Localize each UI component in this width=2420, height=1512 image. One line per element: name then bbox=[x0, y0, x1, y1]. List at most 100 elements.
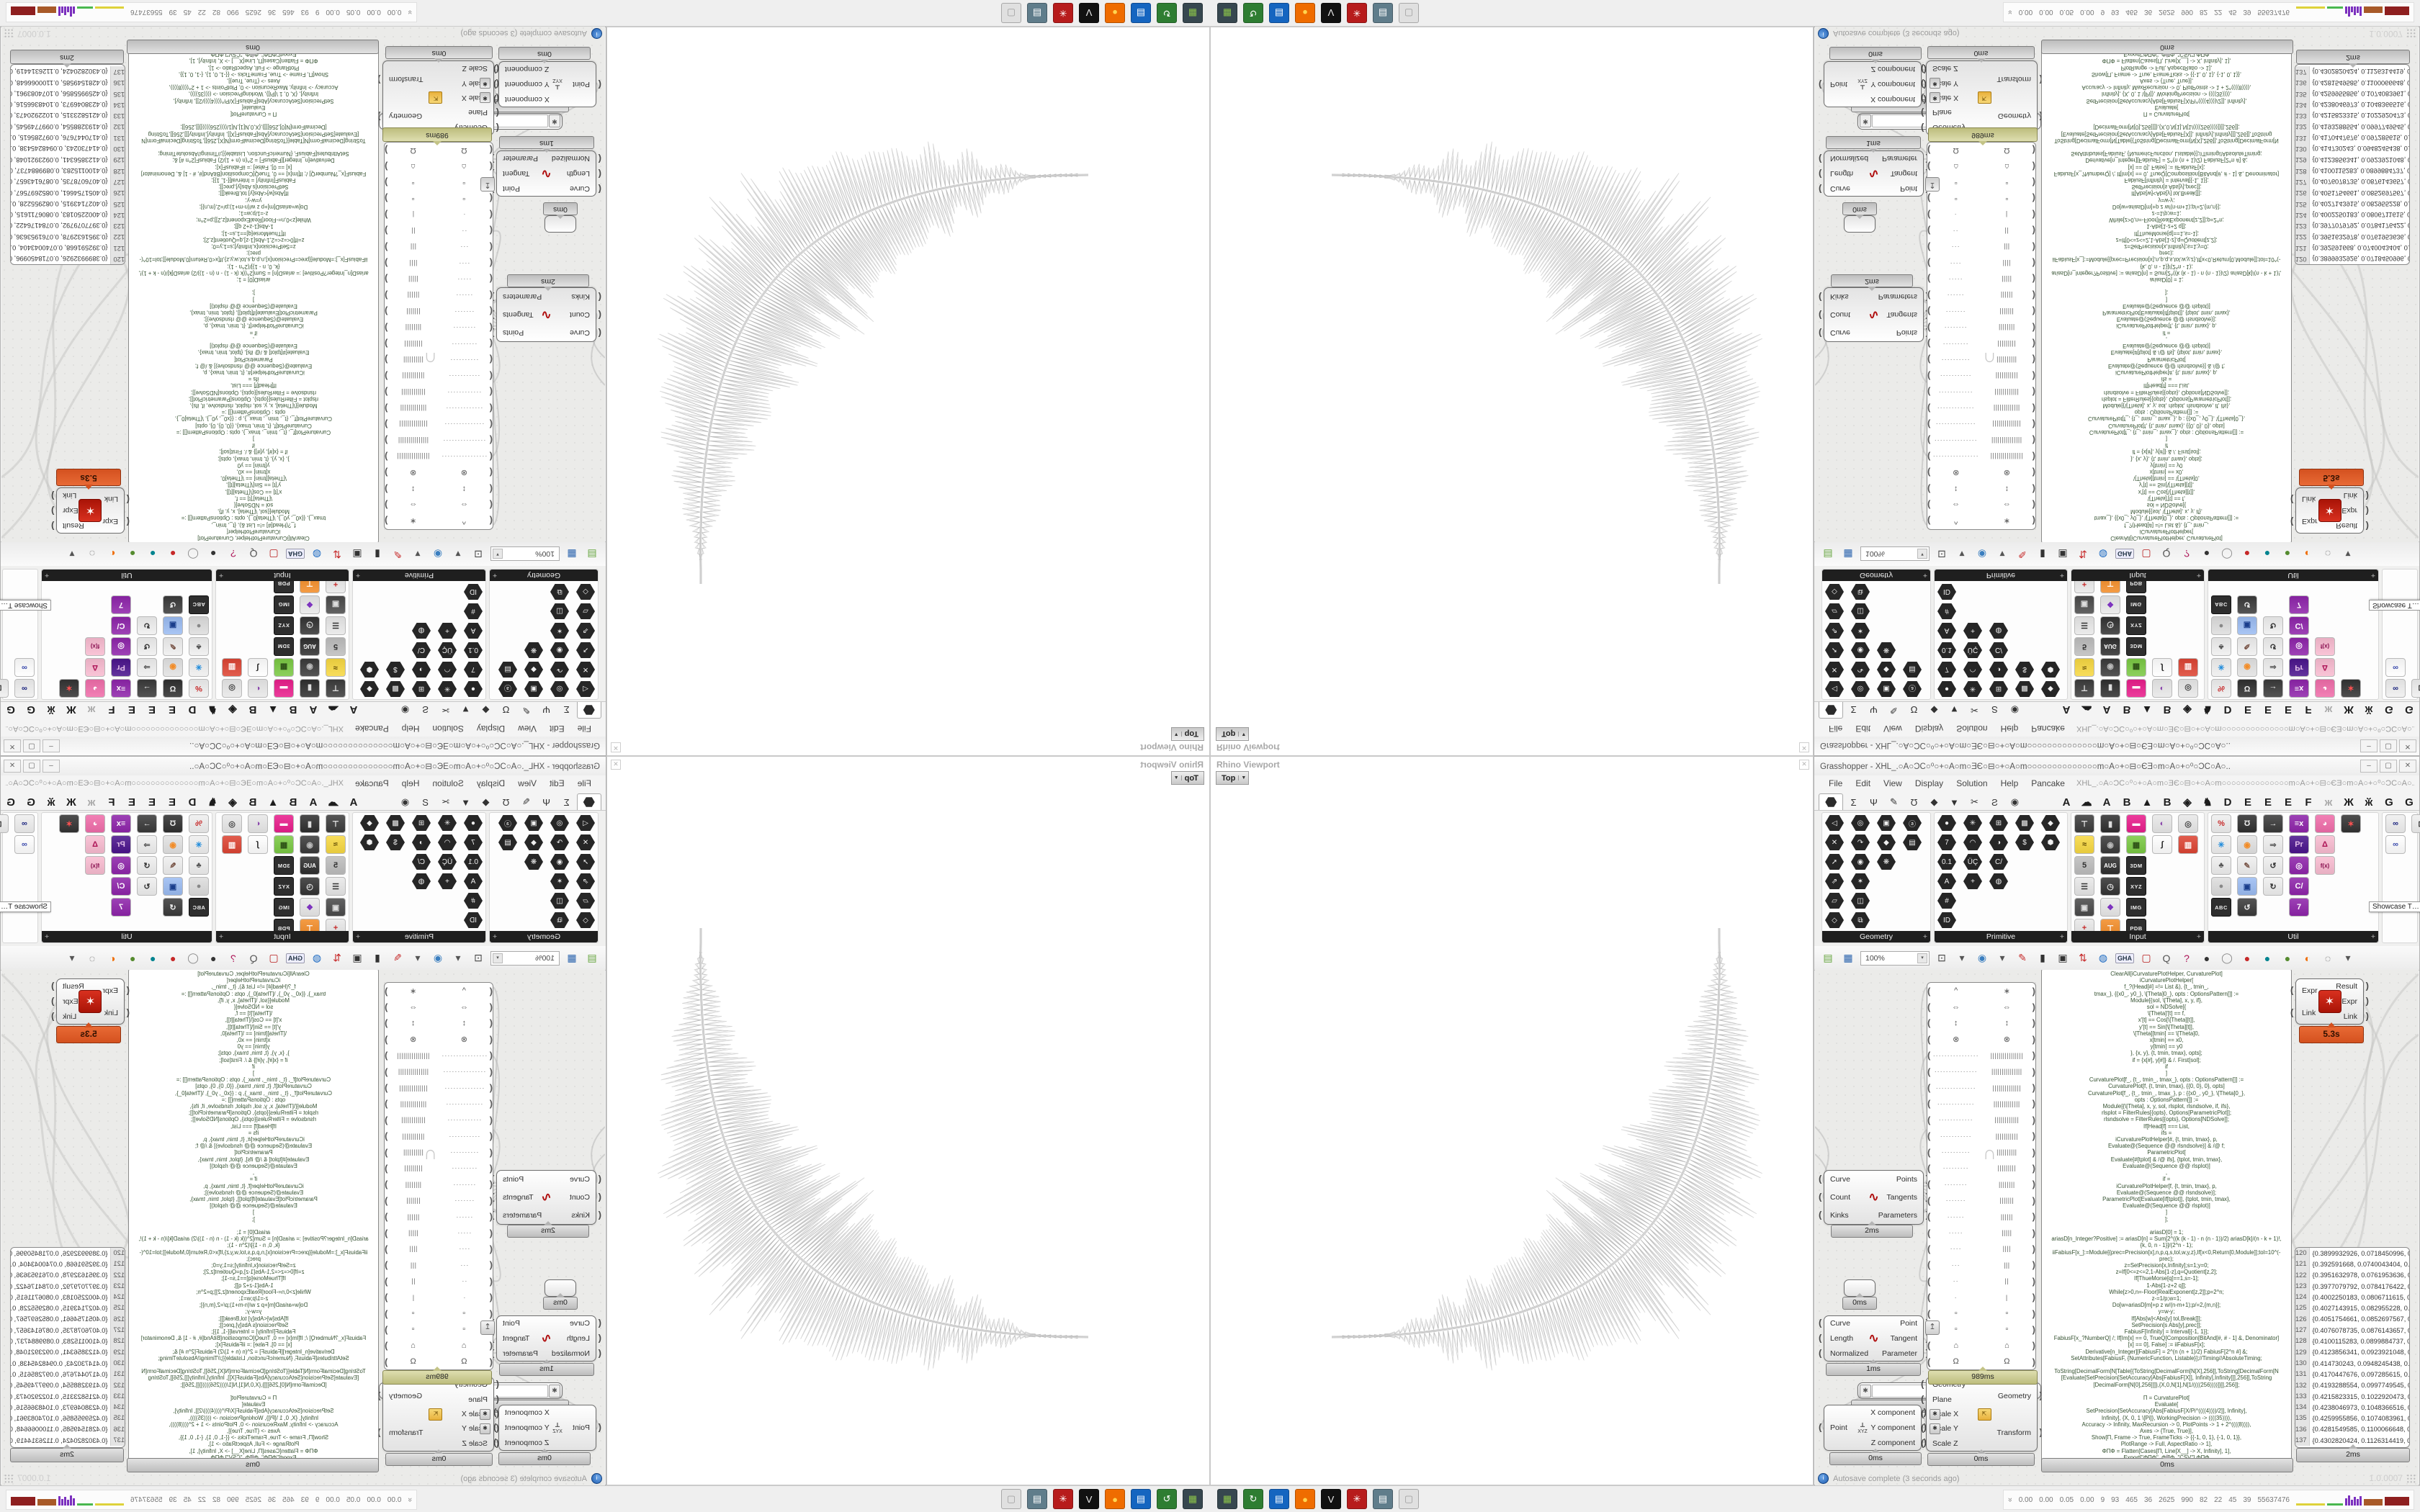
tab-grasshopper-icon[interactable]: ж bbox=[87, 796, 96, 809]
input-label[interactable]: Length bbox=[566, 1334, 590, 1343]
component-icon[interactable]: ◆ bbox=[1877, 661, 1896, 678]
wire-connector[interactable]: ) bbox=[1923, 1436, 1927, 1448]
param-stack-panel[interactable]: (^ ∗)(⇔ ⇔)(↕ ↕)(⊗ ⊗)(················ |||||||… bbox=[384, 142, 493, 530]
output-label[interactable]: Result bbox=[2336, 521, 2357, 530]
component-icon[interactable]: → bbox=[2263, 679, 2283, 698]
component-icon[interactable]: Δ bbox=[85, 658, 105, 677]
component-icon[interactable]: ◍ bbox=[1989, 622, 2008, 639]
component-icon[interactable]: ↺ bbox=[2237, 595, 2257, 614]
component-icon[interactable]: ÜÇ bbox=[1963, 853, 1982, 870]
input-label[interactable]: Point bbox=[1830, 1423, 1847, 1432]
component-icon[interactable]: 7 bbox=[2289, 595, 2309, 614]
tab-maths[interactable]: Σ bbox=[563, 796, 570, 808]
tab-a1[interactable]: A bbox=[2062, 796, 2071, 809]
component-icon[interactable]: ▤ bbox=[1903, 834, 1922, 851]
close-button[interactable]: ✕ bbox=[4, 760, 21, 773]
tab-g1[interactable]: G bbox=[2385, 796, 2393, 809]
component-icon[interactable]: C/ bbox=[412, 853, 431, 870]
app-green-icon[interactable]: ↻ bbox=[1157, 3, 1177, 23]
component-icon[interactable]: ◕ bbox=[85, 814, 105, 833]
component-icon[interactable]: ∞ bbox=[14, 679, 35, 698]
component-icon-3dm[interactable]: 3DM bbox=[274, 856, 294, 875]
tab-shield-icon[interactable]: ◈ bbox=[228, 703, 237, 716]
expression-badge-icon[interactable]: ✱ bbox=[1930, 92, 1940, 103]
output-label[interactable]: Points bbox=[503, 328, 524, 337]
tab-mesh[interactable]: ▼ bbox=[461, 704, 470, 716]
component-icon[interactable]: ✳ bbox=[1963, 814, 1982, 832]
tab-transform[interactable]: Ƨ bbox=[1991, 796, 1998, 808]
component-icon[interactable]: ▣ bbox=[163, 616, 183, 635]
minimize-button[interactable]: – bbox=[2360, 760, 2378, 773]
component-icon[interactable]: 7 bbox=[111, 595, 131, 614]
expression-component[interactable]: Expr(Link(Result) Expr) Link) ✶ bbox=[2290, 487, 2369, 534]
component-icon[interactable]: ↷ bbox=[1851, 834, 1870, 851]
menu-item-view[interactable]: View bbox=[518, 724, 537, 734]
output-label[interactable]: Y component bbox=[1870, 1423, 1915, 1432]
badge-icon[interactable]: ◍ bbox=[312, 952, 322, 963]
component-icon[interactable]: ▣ bbox=[524, 814, 543, 832]
component-icon[interactable]: ⊤ bbox=[2074, 679, 2094, 698]
component-icon[interactable]: ⇗ bbox=[1825, 622, 1844, 639]
component-icon[interactable]: ▬ bbox=[2126, 814, 2146, 833]
component-icon[interactable]: ◆ bbox=[360, 814, 379, 832]
component-icon[interactable]: ◑ bbox=[1989, 834, 2008, 851]
component-icon[interactable]: ⓐ bbox=[498, 680, 517, 698]
chevron-down-icon[interactable]: ▾ bbox=[493, 549, 503, 559]
save-file-icon[interactable]: ▦ bbox=[1843, 952, 1853, 963]
ribbon-panel-label[interactable]: Geometry + bbox=[490, 570, 598, 581]
component-icon[interactable]: $ bbox=[386, 834, 405, 851]
component-icon[interactable]: ◐ bbox=[2152, 814, 2172, 833]
output-label[interactable]: Tangents bbox=[503, 1193, 534, 1202]
ball-orange-icon[interactable]: ◐ bbox=[2304, 548, 2311, 560]
input-label[interactable]: Plane bbox=[468, 1395, 488, 1404]
tab-surface[interactable]: ◆ bbox=[1930, 705, 1938, 716]
title-bar[interactable]: Grasshopper - XHL_.○A○ƆC○⁰○+○A○m○ƎЄ○⊟○+○… bbox=[1, 757, 606, 775]
wire-connector[interactable]: ( bbox=[1819, 1347, 1822, 1359]
output-label[interactable]: X component bbox=[505, 94, 550, 104]
input-label[interactable]: Curve bbox=[1830, 328, 1851, 337]
component-icon[interactable]: ID bbox=[1937, 912, 1956, 929]
deconstruct-point-component[interactable]: Point(X component) Y component) Z componen… bbox=[493, 61, 601, 107]
tab-b1[interactable]: B bbox=[2123, 703, 2131, 716]
menu-item-edit[interactable]: Edit bbox=[549, 724, 565, 734]
tab-f[interactable]: F bbox=[108, 796, 115, 809]
component-icon[interactable]: ◠ bbox=[438, 661, 457, 678]
component-icon[interactable]: ◆ bbox=[524, 834, 543, 851]
menu-item-pancake[interactable]: Pancake bbox=[2031, 778, 2065, 788]
output-label[interactable]: Parameters bbox=[503, 1210, 542, 1220]
param-stack-panel[interactable]: (^ ∗)(⇔ ⇔)(↕ ↕)(⊗ ⊗)(················ |||||||… bbox=[1927, 982, 2036, 1370]
output-label[interactable]: Geometry bbox=[1997, 112, 2031, 121]
component-icon[interactable]: 7 bbox=[111, 898, 131, 917]
tab-mesh[interactable]: ▼ bbox=[461, 796, 470, 808]
component-icon[interactable]: ≈ bbox=[326, 658, 346, 677]
output-label[interactable]: Parameter bbox=[503, 1349, 539, 1358]
component-icon[interactable]: ▣ bbox=[2237, 877, 2257, 896]
component-icon[interactable]: ♣ bbox=[2211, 637, 2231, 656]
ball-green-icon[interactable]: ● bbox=[2284, 548, 2291, 560]
input-label[interactable]: Kinks bbox=[1830, 1210, 1849, 1220]
component-icon[interactable]: $ bbox=[2015, 834, 2034, 851]
chevron-down-icon[interactable]: ▾ bbox=[69, 549, 75, 560]
close-button[interactable]: ✕ bbox=[2399, 760, 2416, 773]
input-label[interactable]: Point bbox=[573, 80, 590, 89]
ball-green-icon[interactable]: ● bbox=[129, 548, 136, 560]
component-icon[interactable]: ◉ bbox=[300, 658, 320, 677]
component-icon[interactable]: Δ bbox=[2315, 658, 2335, 677]
component-icon[interactable]: Δ bbox=[85, 835, 105, 854]
output-label[interactable]: Link bbox=[2343, 1012, 2357, 1021]
component-icon[interactable]: ✕ bbox=[576, 834, 595, 851]
ball-teal-icon[interactable]: ● bbox=[2264, 548, 2271, 560]
app-black-v-icon[interactable]: V bbox=[1321, 3, 1341, 23]
minimize-button[interactable]: – bbox=[42, 739, 60, 752]
ribbon-panel-label[interactable]: Primitive + bbox=[353, 570, 485, 581]
grasshopper-canvas[interactable]: i Autosave complete (3 seconds ago) 1.0.… bbox=[1815, 27, 2419, 542]
tab-a1[interactable]: A bbox=[2062, 703, 2071, 716]
menu-item-help[interactable]: Help bbox=[2000, 724, 2019, 734]
output-label[interactable]: Tangent bbox=[1890, 169, 1917, 178]
app-orange-ball-icon[interactable]: ● bbox=[1295, 3, 1315, 23]
speaker-icon[interactable]: ▣ bbox=[352, 549, 362, 560]
wire-connector[interactable]: ( bbox=[2290, 984, 2294, 996]
tab-sets[interactable]: Ψ bbox=[542, 704, 550, 716]
component-icon[interactable]: ❖ bbox=[2100, 898, 2120, 917]
component-icon[interactable]: Δ bbox=[2315, 835, 2335, 854]
